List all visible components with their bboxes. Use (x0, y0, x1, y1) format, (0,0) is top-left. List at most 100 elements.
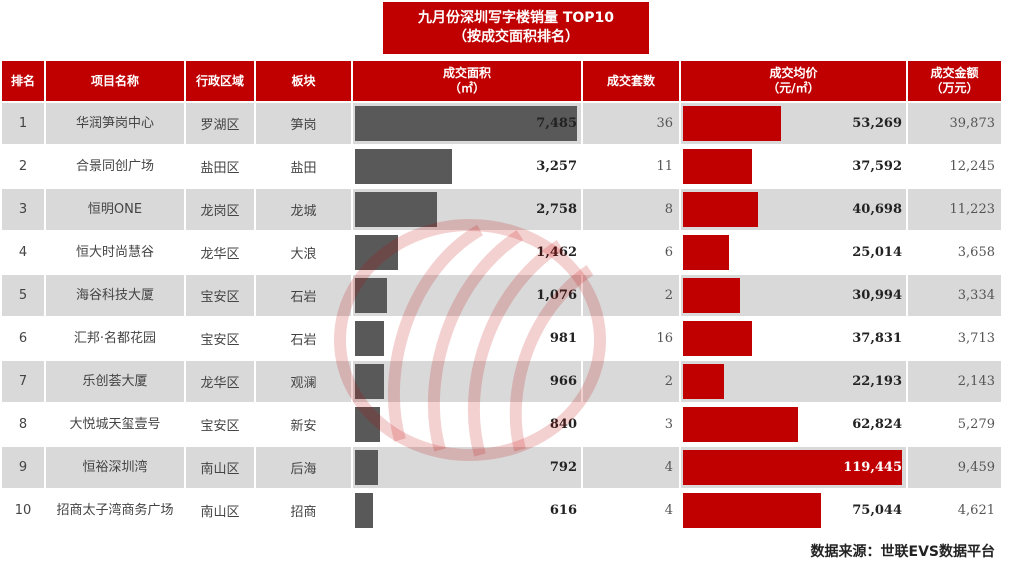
price-value-label: 37,831 (852, 331, 902, 346)
area-value-label: 1,462 (536, 245, 577, 260)
cell-amount: 12,245 (908, 146, 1003, 189)
cell-price: 22,193 (681, 361, 908, 404)
table-row: 9 恒裕深圳湾 南山区 后海 792 4 119,445 9,459 (2, 447, 1003, 490)
table-row: 3 恒明ONE 龙岗区 龙城 2,758 8 40,698 11,223 (2, 189, 1003, 232)
cell-units: 36 (583, 103, 681, 146)
cell-district: 龙岗区 (186, 189, 256, 232)
cell-area: 840 (353, 404, 583, 447)
price-bar (683, 407, 798, 442)
cell-rank: 7 (2, 361, 46, 404)
cell-area: 1,462 (353, 232, 583, 275)
cell-block: 石岩 (256, 275, 353, 318)
cell-block: 石岩 (256, 318, 353, 361)
cell-district: 南山区 (186, 447, 256, 490)
cell-amount: 2,143 (908, 361, 1003, 404)
chart-subtitle: （按成交面积排名） (453, 29, 579, 45)
cell-units: 6 (583, 232, 681, 275)
cell-name: 恒明ONE (46, 189, 186, 232)
cell-block: 新安 (256, 404, 353, 447)
price-value-label: 25,014 (852, 245, 902, 260)
cell-price: 62,824 (681, 404, 908, 447)
area-bar (355, 493, 373, 528)
header-area-unit: （㎡） (448, 81, 485, 95)
area-bar (355, 278, 387, 313)
cell-units: 2 (583, 361, 681, 404)
cell-units: 16 (583, 318, 681, 361)
cell-district: 宝安区 (186, 318, 256, 361)
cell-block: 招商 (256, 490, 353, 533)
price-value-label: 30,994 (852, 288, 902, 303)
area-bar (355, 321, 384, 356)
header-rank: 排名 (2, 61, 46, 103)
cell-units: 11 (583, 146, 681, 189)
price-value-label: 22,193 (852, 374, 902, 389)
cell-area: 792 (353, 447, 583, 490)
price-value-label: 37,592 (852, 159, 902, 174)
cell-price: 75,044 (681, 490, 908, 533)
cell-units: 3 (583, 404, 681, 447)
area-value-label: 1,076 (536, 288, 577, 303)
cell-block: 龙城 (256, 189, 353, 232)
price-value-label: 40,698 (852, 202, 902, 217)
chart-title: 九月份深圳写字楼销量 TOP10 (417, 10, 615, 26)
cell-amount: 11,223 (908, 189, 1003, 232)
header-price-label: 成交均价 (769, 66, 818, 80)
cell-price: 40,698 (681, 189, 908, 232)
header-row: 排名 项目名称 行政区域 板块 成交面积 （㎡） 成交套数 成交均价 （元/㎡）… (2, 61, 1003, 103)
cell-area: 616 (353, 490, 583, 533)
cell-rank: 1 (2, 103, 46, 146)
cell-rank: 3 (2, 189, 46, 232)
header-area: 成交面积 （㎡） (353, 61, 583, 103)
price-value-label: 62,824 (852, 417, 902, 432)
cell-units: 8 (583, 189, 681, 232)
area-value-label: 840 (549, 417, 577, 432)
price-bar (683, 364, 724, 399)
header-name: 项目名称 (46, 61, 186, 103)
cell-rank: 8 (2, 404, 46, 447)
header-price: 成交均价 （元/㎡） (681, 61, 908, 103)
cell-price: 37,831 (681, 318, 908, 361)
cell-amount: 4,621 (908, 490, 1003, 533)
area-value-label: 2,758 (536, 202, 577, 217)
price-value-label: 53,269 (852, 116, 902, 131)
area-bar (355, 106, 577, 141)
cell-name: 海谷科技大厦 (46, 275, 186, 318)
table-body: 1 华润笋岗中心 罗湖区 笋岗 7,485 36 53,269 39,873 2 合景同创广场 盐田… (2, 103, 1003, 533)
cell-rank: 9 (2, 447, 46, 490)
price-bar (683, 106, 781, 141)
area-bar (355, 364, 384, 399)
cell-name: 合景同创广场 (46, 146, 186, 189)
cell-name: 乐创荟大厦 (46, 361, 186, 404)
cell-name: 恒裕深圳湾 (46, 447, 186, 490)
cell-name: 招商太子湾商务广场 (46, 490, 186, 533)
table-row: 10 招商太子湾商务广场 南山区 招商 616 4 75,044 4,621 (2, 490, 1003, 533)
cell-district: 南山区 (186, 490, 256, 533)
table-row: 2 合景同创广场 盐田区 盐田 3,257 11 37,592 12,245 (2, 146, 1003, 189)
cell-units: 2 (583, 275, 681, 318)
area-value-label: 3,257 (536, 159, 577, 174)
cell-amount: 3,658 (908, 232, 1003, 275)
table-row: 1 华润笋岗中心 罗湖区 笋岗 7,485 36 53,269 39,873 (2, 103, 1003, 146)
cell-area: 2,758 (353, 189, 583, 232)
header-district: 行政区域 (186, 61, 256, 103)
cell-area: 3,257 (353, 146, 583, 189)
cell-amount: 3,334 (908, 275, 1003, 318)
cell-rank: 6 (2, 318, 46, 361)
cell-units: 4 (583, 490, 681, 533)
price-bar (683, 192, 758, 227)
cell-price: 30,994 (681, 275, 908, 318)
price-bar (683, 493, 821, 528)
area-value-label: 981 (549, 331, 577, 346)
area-bar (355, 149, 452, 184)
cell-price: 119,445 (681, 447, 908, 490)
cell-district: 龙华区 (186, 232, 256, 275)
cell-area: 1,076 (353, 275, 583, 318)
price-bar (683, 450, 902, 485)
cell-block: 大浪 (256, 232, 353, 275)
cell-block: 盐田 (256, 146, 353, 189)
cell-amount: 3,713 (908, 318, 1003, 361)
header-amount-label: 成交金额 (930, 66, 979, 80)
table-row: 8 大悦城天玺壹号 宝安区 新安 840 3 62,824 5,279 (2, 404, 1003, 447)
ranking-table: 排名 项目名称 行政区域 板块 成交面积 （㎡） 成交套数 成交均价 （元/㎡）… (2, 61, 1003, 533)
cell-area: 7,485 (353, 103, 583, 146)
